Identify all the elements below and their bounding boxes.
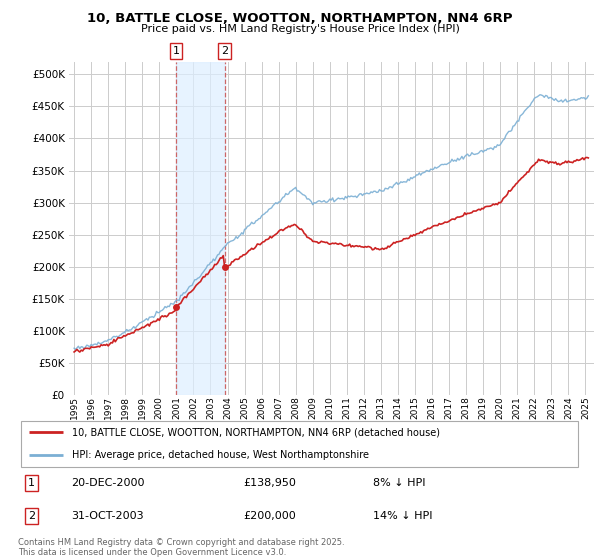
Text: 2: 2 bbox=[221, 46, 228, 56]
Text: 20-DEC-2000: 20-DEC-2000 bbox=[71, 478, 145, 488]
Text: £200,000: £200,000 bbox=[244, 511, 296, 521]
Text: 1: 1 bbox=[172, 46, 179, 56]
Text: 10, BATTLE CLOSE, WOOTTON, NORTHAMPTON, NN4 6RP: 10, BATTLE CLOSE, WOOTTON, NORTHAMPTON, … bbox=[87, 12, 513, 25]
Text: 14% ↓ HPI: 14% ↓ HPI bbox=[373, 511, 433, 521]
Text: Contains HM Land Registry data © Crown copyright and database right 2025.
This d: Contains HM Land Registry data © Crown c… bbox=[18, 538, 344, 557]
Text: 2: 2 bbox=[28, 511, 35, 521]
Text: HPI: Average price, detached house, West Northamptonshire: HPI: Average price, detached house, West… bbox=[71, 450, 368, 460]
Text: 1: 1 bbox=[28, 478, 35, 488]
Text: Price paid vs. HM Land Registry's House Price Index (HPI): Price paid vs. HM Land Registry's House … bbox=[140, 24, 460, 34]
FancyBboxPatch shape bbox=[21, 421, 578, 466]
Text: 10, BATTLE CLOSE, WOOTTON, NORTHAMPTON, NN4 6RP (detached house): 10, BATTLE CLOSE, WOOTTON, NORTHAMPTON, … bbox=[71, 427, 440, 437]
Text: 31-OCT-2003: 31-OCT-2003 bbox=[71, 511, 144, 521]
Bar bbox=[176, 62, 224, 395]
Text: £138,950: £138,950 bbox=[244, 478, 296, 488]
Text: 8% ↓ HPI: 8% ↓ HPI bbox=[373, 478, 426, 488]
